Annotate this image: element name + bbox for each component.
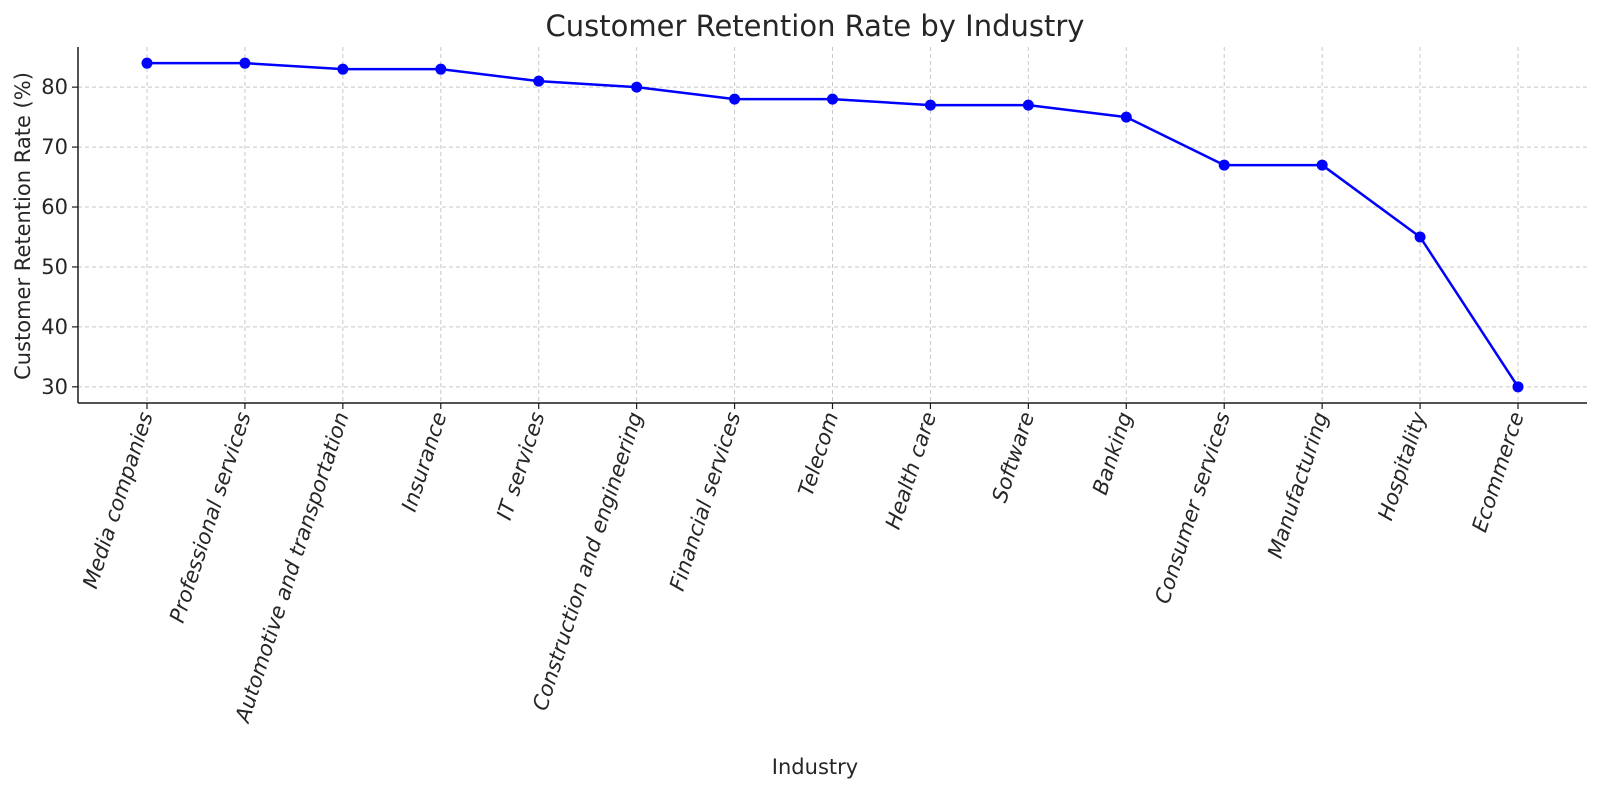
x-tick-label: Manufacturing: [1263, 409, 1333, 561]
data-point: [924, 99, 936, 111]
x-tick-label: Hospitality: [1373, 409, 1431, 524]
x-tick-label: Financial services: [665, 409, 745, 594]
y-tick-label: 70: [41, 135, 68, 159]
x-tick-label: Construction and engineering: [528, 409, 647, 713]
x-tick-label: Health care: [881, 409, 941, 532]
data-point: [1022, 99, 1034, 111]
y-tick-label: 60: [41, 195, 68, 219]
data-point: [827, 93, 838, 105]
data-point: [1218, 159, 1230, 171]
x-tick-label: Ecommerce: [1467, 409, 1528, 535]
data-point: [1414, 231, 1426, 243]
data-point: [533, 75, 545, 87]
x-tick-label: IT services: [492, 409, 549, 523]
y-tick-label: 80: [41, 75, 68, 99]
x-axis-label: Industry: [772, 755, 858, 779]
data-point: [239, 57, 251, 69]
y-tick-label: 40: [41, 315, 68, 339]
data-point: [1512, 381, 1524, 393]
x-tick-label: Consumer services: [1150, 409, 1235, 607]
data-point: [1316, 159, 1328, 171]
chart-title: Customer Retention Rate by Industry: [546, 9, 1085, 43]
data-point: [337, 63, 349, 75]
y-tick-label: 50: [41, 255, 68, 279]
x-tick-label: Professional services: [165, 409, 256, 626]
y-axis-label: Customer Retention Rate (%): [11, 72, 35, 380]
data-series: [141, 57, 1524, 393]
x-axis-ticks: Media companies Professional servicesAuto…: [78, 403, 1529, 727]
grid: [78, 47, 1587, 403]
y-tick-label: 30: [41, 375, 68, 399]
x-tick-label: Insurance: [397, 409, 452, 514]
x-tick-label: Media companies: [78, 409, 158, 591]
x-tick-label: Banking: [1088, 409, 1137, 497]
x-tick-label: Automotive and transportation: [230, 409, 354, 727]
x-tick-label: Telecom: [794, 409, 844, 499]
data-point: [435, 63, 447, 75]
data-point: [631, 81, 643, 93]
y-axis-ticks: 30 40 50 60 70 80: [41, 75, 78, 399]
data-point: [141, 57, 153, 69]
x-tick-label: Software: [987, 409, 1039, 505]
data-point: [729, 93, 741, 105]
data-point: [1120, 111, 1132, 123]
